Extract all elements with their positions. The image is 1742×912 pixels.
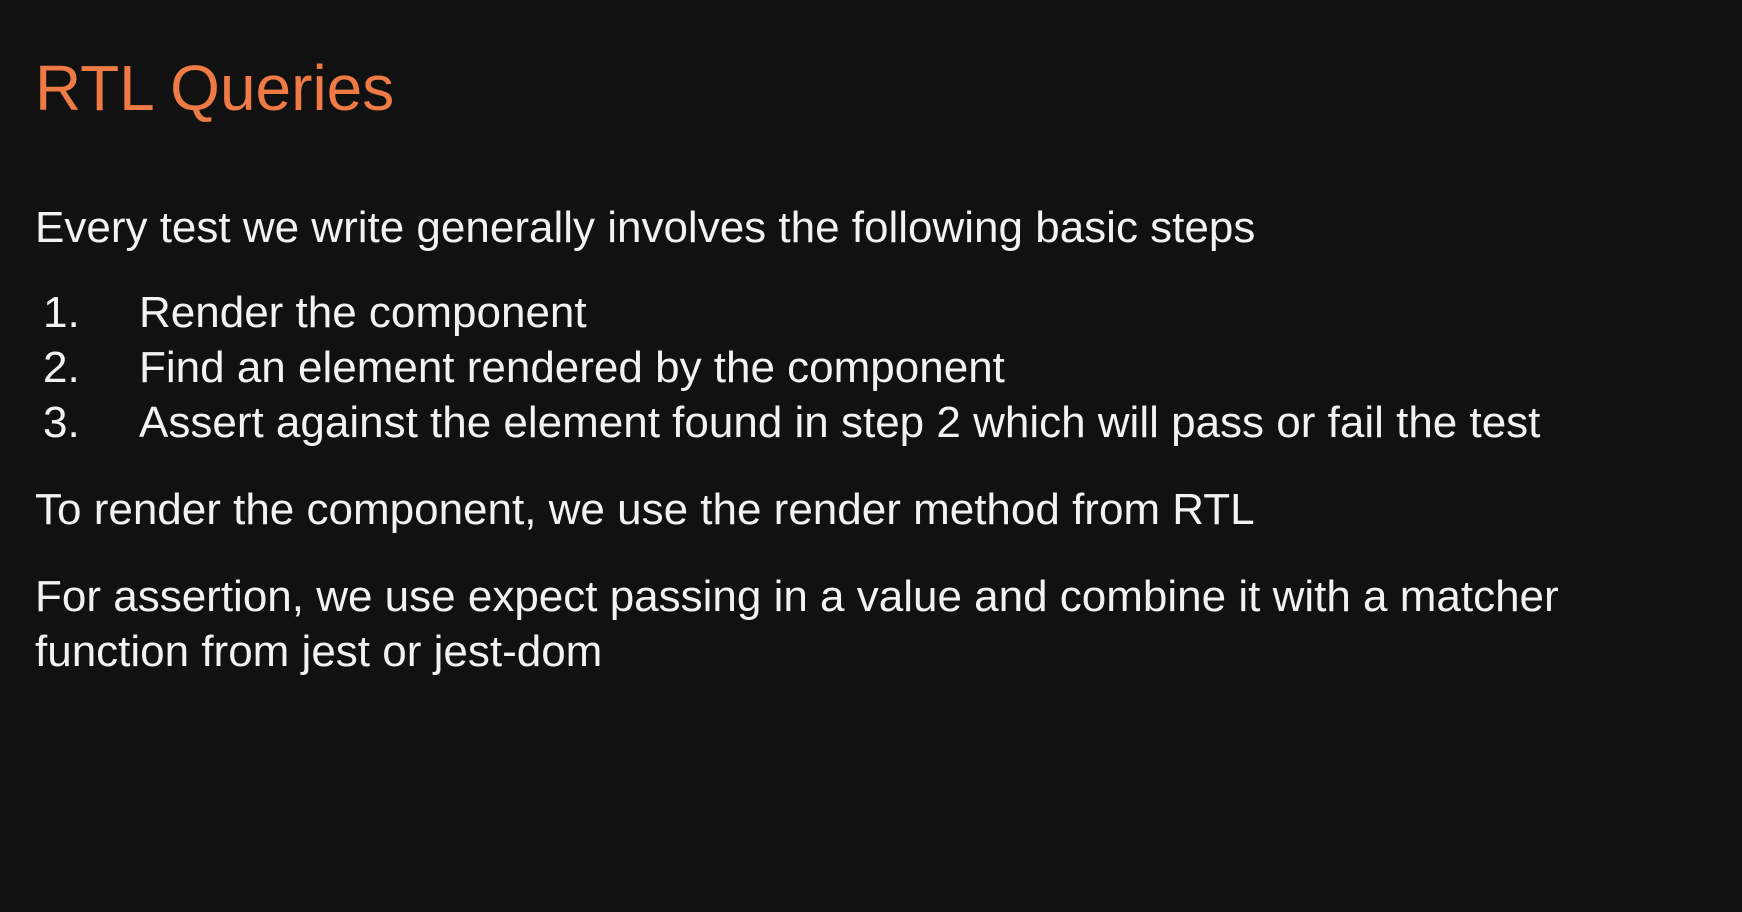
step-number: 2. [43, 343, 80, 392]
steps-list: 1. Render the component 2. Find an eleme… [35, 285, 1715, 450]
assertion-note-line-1: For assertion, we use expect passing in … [35, 572, 1559, 621]
step-number: 3. [43, 398, 80, 447]
step-item: 2. Find an element rendered by the compo… [35, 340, 1715, 395]
step-item: 3. Assert against the element found in s… [35, 395, 1715, 450]
intro-text: Every test we write generally involves t… [35, 203, 1256, 252]
step-text: Assert against the element found in step… [139, 398, 1541, 447]
step-text: Find an element rendered by the componen… [139, 343, 1005, 392]
assertion-note: For assertion, we use expect passing in … [35, 569, 1715, 679]
step-text: Render the component [139, 288, 587, 337]
slide-body: Every test we write generally involves t… [35, 200, 1715, 679]
render-note: To render the component, we use the rend… [35, 485, 1255, 534]
assertion-note-line-2: function from jest or jest-dom [35, 627, 603, 676]
step-number: 1. [43, 288, 80, 337]
slide-title: RTL Queries [35, 52, 395, 124]
step-item: 1. Render the component [35, 285, 1715, 340]
